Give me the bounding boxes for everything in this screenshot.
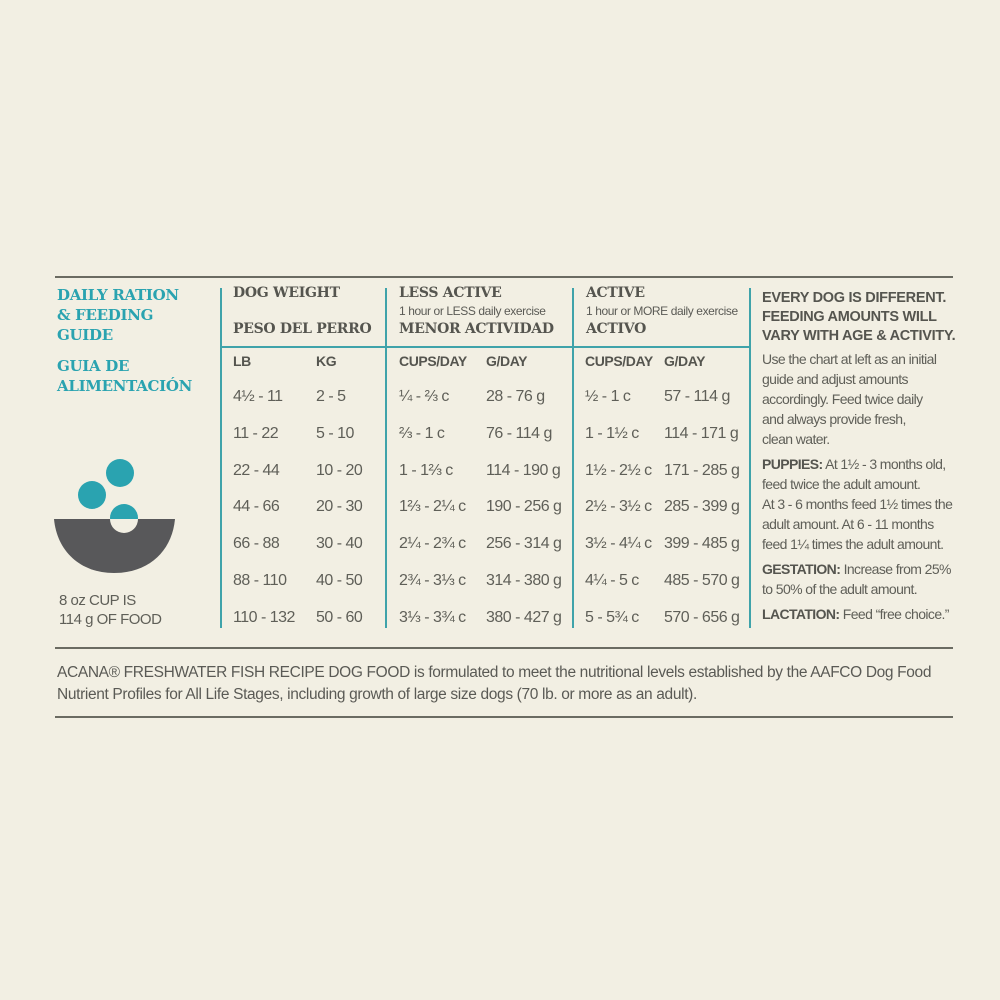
table-cell: 28 - 76 g <box>486 388 545 405</box>
table-cell: 485 - 570 g <box>664 572 740 589</box>
table-cell: 380 - 427 g <box>486 608 562 626</box>
gestation-label: GESTATION: <box>762 561 841 577</box>
column-header: LB <box>233 353 251 369</box>
header-active-sub: 1 hour or MORE daily exercise <box>586 304 738 318</box>
lactation-text: Feed “free choice.” <box>842 606 950 622</box>
footer-top-rule <box>55 647 953 649</box>
table-cell: 114 - 190 g <box>486 461 561 479</box>
puppies-text: feed 1¼ times the adult amount. <box>762 536 944 552</box>
table-cell: 256 - 314 g <box>486 535 562 553</box>
divider <box>572 288 574 628</box>
table-cell: 3⅓ - 3¾ c <box>399 608 466 626</box>
table-cell: 5 - 5¾ c <box>585 608 639 626</box>
column-header: CUPS/DAY <box>399 353 467 369</box>
header-less-active: LESS ACTIVE <box>399 285 502 301</box>
table-cell: 30 - 40 <box>316 535 363 553</box>
gestation-text: Increase from 25% <box>843 561 952 577</box>
divider <box>749 288 751 628</box>
table-cell: 22 - 44 <box>233 461 280 479</box>
table-cell: 11 - 22 <box>233 424 279 442</box>
table-cell: 57 - 114 g <box>664 388 730 405</box>
guide-title: DAILY RATION & FEEDING GUIDE GUIA DE ALI… <box>57 285 192 396</box>
table-cell: 76 - 114 g <box>486 424 552 442</box>
gestation-text: to 50% of the adult amount. <box>762 581 918 597</box>
table-cell: 20 - 30 <box>316 498 363 516</box>
lactation-label: LACTATION: <box>762 606 840 622</box>
table-cell: 4¼ - 5 c <box>585 572 639 589</box>
header-active-es: ACTIVO <box>586 321 646 337</box>
table-cell: 44 - 66 <box>233 498 280 516</box>
notes-heading: EVERY DOG IS DIFFERENT. <box>762 290 947 306</box>
title-line-es: ALIMENTACIÓN <box>57 377 193 395</box>
notes-intro: Use the chart at left as an initial <box>762 351 937 367</box>
header-less-active-es: MENOR ACTIVIDAD <box>399 321 554 337</box>
table-cell: 1 - 1⅔ c <box>399 461 453 479</box>
table-cell: 2¼ - 2¾ c <box>399 535 466 553</box>
footer-line: ACANA® FRESHWATER FISH RECIPE DOG FOOD i… <box>57 664 932 681</box>
table-cell: 2½ - 3½ c <box>585 498 652 516</box>
table-cell: 10 - 20 <box>316 461 363 479</box>
header-divider <box>220 346 751 348</box>
footer-line: Nutrient Profiles for All Life Stages, i… <box>57 686 697 703</box>
divider <box>385 288 387 628</box>
header-less-active-sub: 1 hour or LESS daily exercise <box>399 304 546 318</box>
table-cell: 2¾ - 3⅓ c <box>399 572 466 589</box>
table-cell: 1 - 1½ c <box>585 424 639 442</box>
table-cell: 66 - 88 <box>233 535 280 553</box>
puppies-text: At 3 - 6 months feed 1½ times the <box>762 496 953 512</box>
notes-heading: FEEDING AMOUNTS WILL <box>762 309 937 325</box>
column-header: G/DAY <box>486 353 528 369</box>
table-cell: 5 - 10 <box>316 424 354 442</box>
table-cell: 50 - 60 <box>316 608 363 626</box>
notes-intro: guide and adjust amounts <box>762 371 909 387</box>
table-cell: 285 - 399 g <box>664 498 740 516</box>
notes-heading: VARY WITH AGE & ACTIVITY. <box>762 328 956 344</box>
table-cell: 110 - 132 <box>233 608 295 626</box>
table-cell: 40 - 50 <box>316 572 363 589</box>
table-cell: 114 - 171 g <box>664 424 739 442</box>
title-line: & FEEDING <box>57 306 154 324</box>
notes-intro: clean water. <box>762 431 830 447</box>
header-active: ACTIVE <box>586 285 645 301</box>
footer-statement: ACANA® FRESHWATER FISH RECIPE DOG FOOD i… <box>57 662 931 706</box>
header-dog-weight-es: PESO DEL PERRO <box>233 321 372 337</box>
food-bowl-icon <box>54 459 175 573</box>
feeding-notes: EVERY DOG IS DIFFERENT. FEEDING AMOUNTS … <box>762 289 956 624</box>
table-cell: 1½ - 2½ c <box>585 461 652 479</box>
title-line-es: GUIA DE <box>57 357 130 375</box>
puppies-text: feed twice the adult amount. <box>762 476 921 492</box>
top-rule <box>55 276 953 278</box>
title-line: DAILY RATION <box>57 286 179 304</box>
notes-intro: accordingly. Feed twice daily <box>762 391 923 407</box>
cup-note: 8 oz CUP IS 114 g OF FOOD <box>59 591 162 629</box>
puppies-text: adult amount. At 6 - 11 months <box>762 516 934 532</box>
table-cell: 570 - 656 g <box>664 608 740 626</box>
table-cell: ⅔ - 1 c <box>399 424 445 442</box>
column-header: G/DAY <box>664 353 706 369</box>
table-cell: ½ - 1 c <box>585 388 631 405</box>
table-cell: 171 - 285 g <box>664 461 740 479</box>
cup-note-line: 114 g OF FOOD <box>59 611 162 628</box>
column-header: CUPS/DAY <box>585 353 653 369</box>
table-cell: 314 - 380 g <box>486 572 562 589</box>
divider <box>220 288 222 628</box>
column-header: KG <box>316 353 337 369</box>
table-cell: 1⅔ - 2¼ c <box>399 498 466 516</box>
cup-note-line: 8 oz CUP IS <box>59 592 136 609</box>
header-dog-weight: DOG WEIGHT <box>233 285 340 301</box>
footer-bottom-rule <box>55 716 953 718</box>
title-line: GUIDE <box>57 326 113 344</box>
table-cell: 399 - 485 g <box>664 535 740 553</box>
puppies-text: At 1½ - 3 months old, <box>825 456 946 472</box>
table-cell: 190 - 256 g <box>486 498 562 516</box>
puppies-label: PUPPIES: <box>762 456 823 472</box>
table-cell: 88 - 110 <box>233 572 287 589</box>
table-cell: ¼ - ⅔ c <box>399 388 449 405</box>
notes-intro: and always provide fresh, <box>762 411 906 427</box>
table-cell: 2 - 5 <box>316 388 346 405</box>
table-cell: 3½ - 4¼ c <box>585 535 652 553</box>
table-cell: 4½ - 11 <box>233 388 283 405</box>
